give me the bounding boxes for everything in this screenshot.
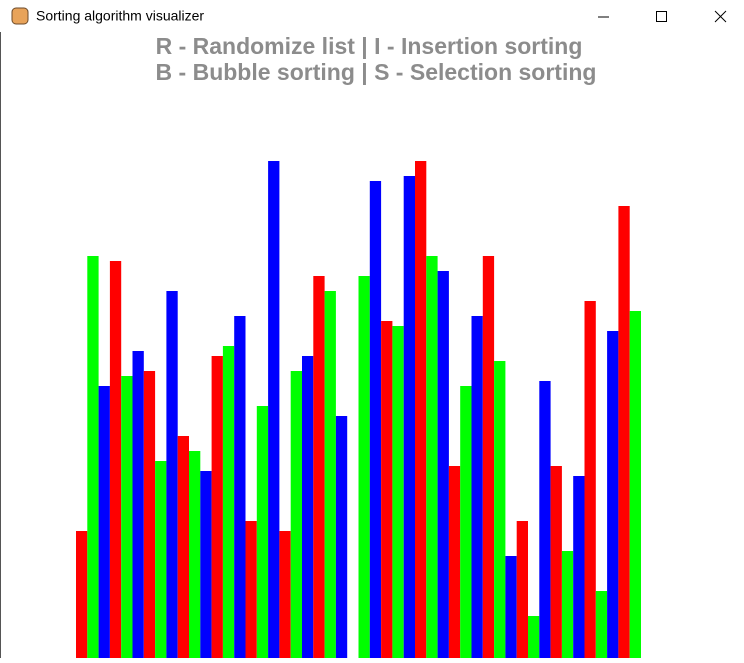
bar bbox=[573, 476, 585, 658]
bar bbox=[335, 416, 348, 658]
bar bbox=[584, 301, 596, 658]
bar bbox=[256, 406, 269, 658]
bar bbox=[358, 276, 370, 658]
bar bbox=[539, 381, 551, 658]
bar bbox=[403, 176, 415, 658]
bar bbox=[132, 351, 144, 658]
bar bbox=[437, 271, 449, 658]
bar bbox=[607, 331, 619, 658]
bar bbox=[245, 521, 257, 658]
bar bbox=[618, 206, 630, 658]
window-title: Sorting algorithm visualizer bbox=[36, 8, 204, 24]
instruction-line: R - Randomize list | I - Insertion sorti… bbox=[156, 33, 583, 59]
bar bbox=[200, 471, 212, 658]
bar bbox=[166, 291, 178, 658]
bar bbox=[155, 461, 167, 658]
bar bbox=[561, 551, 574, 658]
bar bbox=[76, 531, 88, 658]
bar bbox=[87, 256, 99, 658]
bar bbox=[482, 256, 495, 658]
app-icon bbox=[11, 7, 29, 25]
bar bbox=[415, 161, 427, 658]
bar bbox=[369, 181, 382, 658]
bar bbox=[516, 521, 528, 658]
instruction-line: B - Bubble sorting | S - Selection sorti… bbox=[156, 59, 597, 85]
bar bbox=[234, 316, 246, 658]
title-bar: Sorting algorithm visualizer bbox=[11, 7, 727, 25]
bar bbox=[177, 436, 189, 658]
bar bbox=[595, 591, 608, 658]
bar bbox=[448, 466, 461, 658]
bar bbox=[189, 451, 201, 658]
bar bbox=[98, 386, 110, 658]
bar bbox=[121, 376, 133, 658]
bar bbox=[268, 161, 280, 658]
bar bbox=[471, 316, 483, 658]
bar bbox=[279, 531, 291, 658]
bar bbox=[550, 466, 562, 658]
bar bbox=[222, 346, 235, 658]
bar bbox=[381, 321, 393, 658]
bars bbox=[76, 161, 641, 658]
bar bbox=[324, 291, 336, 658]
bar bbox=[629, 311, 641, 658]
maximize-button[interactable] bbox=[656, 11, 667, 22]
bar bbox=[392, 326, 404, 658]
bar bbox=[211, 356, 223, 658]
bar bbox=[460, 386, 472, 658]
bar bbox=[426, 256, 438, 658]
bar bbox=[528, 616, 540, 658]
bar bbox=[494, 361, 506, 658]
bar bbox=[143, 371, 156, 658]
bar bbox=[302, 356, 314, 658]
bar bbox=[290, 371, 302, 658]
bar bbox=[109, 261, 122, 658]
bar bbox=[505, 556, 517, 658]
close-button[interactable] bbox=[714, 10, 727, 23]
bar bbox=[313, 276, 325, 658]
